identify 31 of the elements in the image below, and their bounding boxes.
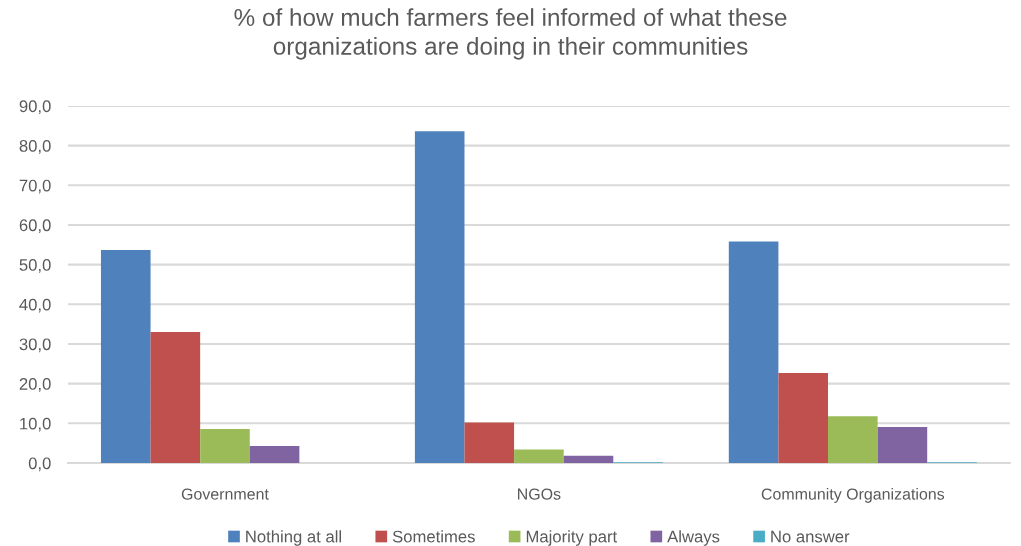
- bar: [877, 426, 928, 464]
- bar: [150, 332, 201, 464]
- y-tick-label: 40,0: [19, 298, 51, 313]
- legend-label: Always: [667, 530, 720, 546]
- y-tick-label: 20,0: [19, 378, 51, 392]
- y-tick-label: 70,0: [19, 179, 51, 194]
- y-tick-label: 90,0: [19, 100, 51, 115]
- legend-label: Sometimes: [392, 530, 475, 543]
- bar: [100, 249, 151, 464]
- y-tick-label: 10,0: [20, 417, 51, 432]
- bar: [778, 372, 829, 464]
- x-tick-label: Government: [181, 488, 269, 500]
- y-tick-label: 0,0: [28, 457, 51, 472]
- bar: [249, 445, 300, 464]
- bar: [728, 241, 779, 464]
- bar: [563, 455, 614, 464]
- y-tick-label: 30,0: [19, 338, 51, 353]
- chart-title: % of how much farmers feel informed of what these organizations are doing in their communities: [234, 8, 787, 60]
- legend-label: No answer: [771, 530, 850, 543]
- x-tick-label: Community Organizations: [761, 488, 945, 503]
- y-tick-label: 50,0: [19, 259, 51, 273]
- y-tick-label: 80,0: [19, 140, 51, 154]
- bar: [464, 422, 515, 464]
- bar: [514, 449, 564, 464]
- y-tick-label: 60,0: [19, 219, 51, 234]
- legend-label: Majority part: [526, 530, 618, 546]
- bar: [828, 416, 878, 464]
- bar: [414, 131, 465, 464]
- x-tick-label: NGOs: [518, 488, 561, 500]
- legend-label: Nothing at all: [246, 530, 341, 546]
- bar: [200, 428, 250, 464]
